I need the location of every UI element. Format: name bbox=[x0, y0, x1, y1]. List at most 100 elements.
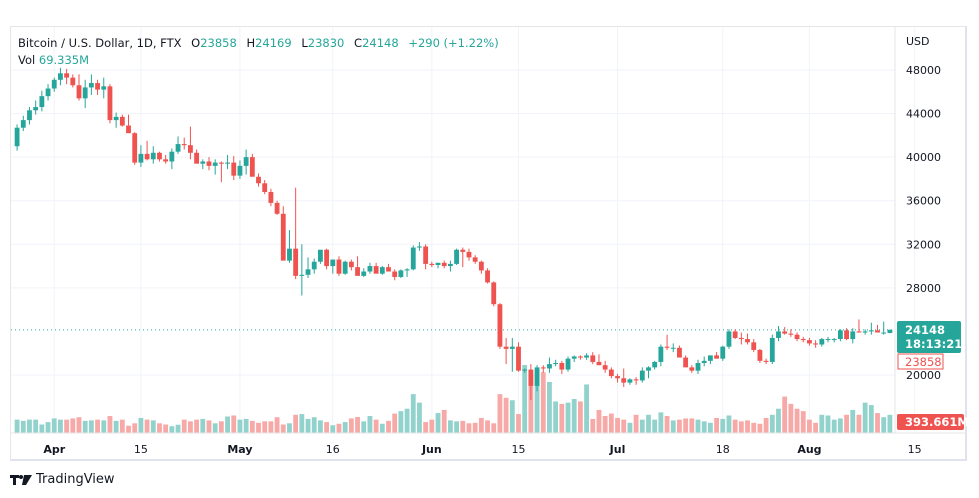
volume-bar bbox=[293, 414, 299, 433]
candle-body bbox=[336, 259, 342, 274]
volume-bar bbox=[33, 419, 39, 433]
candle-body bbox=[553, 363, 559, 365]
candle-body bbox=[88, 83, 94, 88]
candle-body bbox=[540, 367, 546, 369]
candle-body bbox=[324, 249, 330, 267]
volume-bar bbox=[559, 403, 565, 433]
candle-body bbox=[212, 162, 218, 166]
candle-body bbox=[472, 257, 478, 262]
candle-body bbox=[58, 73, 63, 80]
volume-bar bbox=[850, 409, 856, 433]
low-value: 23830 bbox=[307, 36, 345, 50]
candle-body bbox=[633, 379, 639, 381]
candle-body bbox=[534, 367, 540, 386]
volume-bar bbox=[404, 408, 410, 433]
candle-body bbox=[776, 331, 781, 338]
candle-body bbox=[33, 107, 39, 111]
candle-body bbox=[126, 125, 131, 134]
volume-bar bbox=[714, 417, 719, 433]
candle-body bbox=[825, 339, 831, 341]
volume-bar bbox=[769, 414, 775, 433]
candle-body bbox=[299, 274, 305, 276]
candle-body bbox=[70, 77, 76, 86]
candle-body bbox=[435, 262, 441, 265]
symbol-title: Bitcoin / U.S. Dollar, 1D, FTX bbox=[18, 36, 182, 50]
candle-body bbox=[559, 363, 565, 370]
candle-body bbox=[14, 127, 20, 147]
candle-body bbox=[664, 346, 670, 348]
volume-bar bbox=[299, 414, 305, 433]
candle-body bbox=[763, 360, 769, 362]
volume-bar bbox=[503, 397, 509, 433]
candle-body bbox=[528, 369, 534, 386]
candle-body bbox=[256, 176, 261, 184]
volume-bars bbox=[14, 365, 893, 433]
price-tick-label: 20000 bbox=[906, 369, 941, 382]
candle-body bbox=[714, 355, 719, 359]
candle-body bbox=[460, 249, 466, 252]
candle-body bbox=[268, 192, 274, 203]
volume-bar bbox=[868, 405, 874, 433]
tradingview-logo-icon bbox=[10, 474, 32, 485]
candle-body bbox=[608, 369, 614, 377]
volume-bar bbox=[20, 420, 26, 433]
countdown-value: 18:13:21 bbox=[905, 337, 962, 351]
candle-body bbox=[101, 86, 107, 90]
candle-body bbox=[293, 248, 299, 276]
volume-bar bbox=[274, 417, 280, 433]
volume-bar bbox=[819, 414, 825, 433]
volume-bar bbox=[311, 417, 317, 433]
candle-body bbox=[311, 261, 317, 270]
volume-bar bbox=[249, 420, 255, 433]
candle-body bbox=[64, 73, 70, 78]
volume-bar bbox=[144, 419, 150, 433]
volume-bar bbox=[528, 374, 534, 433]
candle-body bbox=[478, 261, 484, 271]
volume-bar bbox=[392, 413, 398, 433]
candle-body bbox=[887, 329, 893, 333]
candle-body bbox=[243, 157, 249, 166]
candle-body bbox=[565, 358, 571, 370]
volume-bar bbox=[169, 426, 175, 433]
volume-bar bbox=[447, 420, 453, 433]
candle-body bbox=[169, 151, 175, 162]
volume-tag: 393.661M bbox=[897, 414, 969, 430]
candle-body bbox=[175, 144, 181, 152]
candle-body bbox=[280, 213, 286, 261]
volume-bar bbox=[212, 423, 218, 433]
volume-bar bbox=[70, 418, 76, 433]
tradingview-brand[interactable]: TradingView bbox=[10, 472, 115, 487]
candle-body bbox=[584, 355, 590, 358]
candle-body bbox=[850, 331, 856, 340]
volume-bar bbox=[491, 423, 497, 433]
volume-bar bbox=[435, 413, 441, 433]
candle-body bbox=[138, 153, 144, 163]
candle-body bbox=[862, 331, 868, 333]
volume-bar bbox=[565, 402, 571, 433]
open-value: 23858 bbox=[200, 36, 237, 50]
volume-bar bbox=[602, 416, 608, 433]
volume-bar bbox=[683, 418, 689, 433]
volume-bar bbox=[831, 419, 837, 433]
volume-bar bbox=[621, 419, 627, 433]
candle-body bbox=[497, 304, 503, 347]
volume-bar bbox=[509, 400, 515, 433]
volume-bar bbox=[646, 414, 651, 433]
time-tick-label: 15 bbox=[134, 443, 148, 456]
candle-body bbox=[27, 110, 32, 121]
candle-body bbox=[466, 251, 472, 258]
candle-body bbox=[658, 346, 664, 362]
volume-value: 393.661M bbox=[905, 415, 969, 429]
volume-bar bbox=[720, 418, 726, 433]
volume-bar bbox=[881, 417, 887, 433]
volume-bar bbox=[417, 402, 422, 433]
volume-bar bbox=[590, 418, 596, 433]
candle-body bbox=[373, 266, 379, 274]
volume-bar bbox=[454, 421, 460, 433]
volume-bar bbox=[856, 414, 862, 433]
volume-bar bbox=[194, 419, 200, 433]
volume-bar bbox=[256, 422, 261, 433]
volume-bar bbox=[485, 420, 490, 433]
volume-bar bbox=[540, 372, 546, 433]
